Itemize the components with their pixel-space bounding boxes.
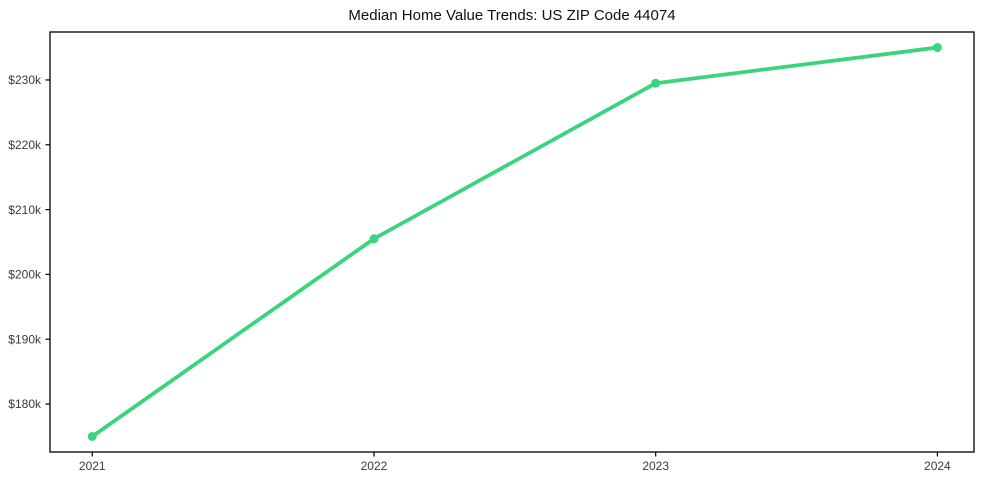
x-tick-label: 2024 — [924, 459, 951, 473]
data-point-marker — [87, 431, 97, 441]
data-point-marker — [932, 43, 942, 53]
y-tick-label: $220k — [8, 138, 42, 152]
plot-frame — [49, 31, 975, 453]
y-tick-label: $180k — [8, 397, 42, 411]
trend-line — [90, 45, 940, 439]
x-tick-label: 2023 — [642, 459, 669, 473]
y-tick-label: $210k — [8, 203, 42, 217]
y-tick-label: $230k — [8, 73, 42, 87]
y-tick-label: $200k — [8, 268, 42, 282]
y-tick-label: $190k — [8, 332, 42, 346]
x-tick-label: 2022 — [361, 459, 388, 473]
chart-title: Median Home Value Trends: US ZIP Code 44… — [348, 7, 676, 24]
data-point-marker — [651, 78, 661, 88]
data-point-marker — [369, 234, 379, 244]
x-tick-label: 2021 — [79, 459, 106, 473]
